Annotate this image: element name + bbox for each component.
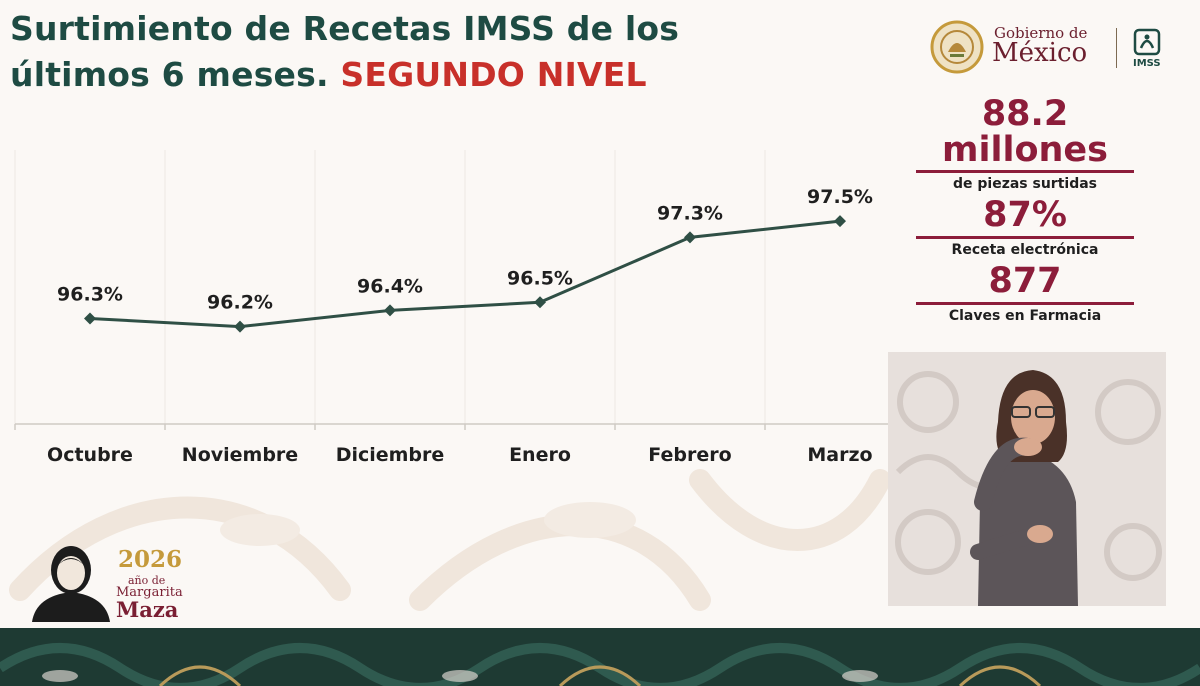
data-label: 96.4% xyxy=(357,275,423,297)
stat-rule xyxy=(916,236,1134,239)
data-point xyxy=(834,215,846,228)
gobierno-label: Gobierno de xyxy=(994,24,1088,42)
stat-label: Claves en Farmacia xyxy=(948,308,1102,324)
stat-label: de piezas surtidas xyxy=(952,176,1097,192)
page-title: Surtimiento de Recetas IMSS de los últim… xyxy=(10,6,679,98)
data-point xyxy=(684,231,696,244)
data-label: 96.2% xyxy=(207,292,273,314)
x-tick-label: Noviembre xyxy=(182,444,298,466)
coat-of-arms-icon xyxy=(930,20,984,74)
line-chart: 96.3% 96.2% 96.4% 96.5% 97.3% 97.5% Octubre Nov… xyxy=(14,150,900,466)
stat-pieces: 88.2 millones de piezas surtidas xyxy=(916,96,1134,192)
stat-value-unit: millones xyxy=(942,130,1108,170)
brand-name-first: Margarita xyxy=(116,585,183,600)
data-label: 97.5% xyxy=(807,186,873,208)
data-label: 96.3% xyxy=(57,284,123,306)
footer-brand: 2026 año de Margarita Maza xyxy=(28,540,198,622)
brand-year: 2026 xyxy=(118,546,183,573)
x-tick-label: Febrero xyxy=(648,444,731,466)
title-line2: últimos 6 meses. xyxy=(10,55,341,94)
stat-receta: 87% Receta electrónica xyxy=(916,196,1134,258)
data-point xyxy=(534,296,546,309)
footer-band xyxy=(0,628,1200,686)
brand-ano: año de xyxy=(128,574,166,587)
title-line1: Surtimiento de Recetas IMSS de los xyxy=(10,9,680,48)
title-highlight: SEGUNDO NIVEL xyxy=(340,55,647,94)
stat-rule xyxy=(916,302,1134,305)
data-label: 97.3% xyxy=(657,202,723,224)
stat-value: 877 xyxy=(988,261,1062,301)
x-tick-label: Diciembre xyxy=(336,444,445,466)
logo-divider xyxy=(1116,28,1117,68)
stat-value: 88.2 xyxy=(981,94,1069,134)
data-point xyxy=(234,320,246,333)
data-label: 96.5% xyxy=(507,267,573,289)
x-tick-label: Marzo xyxy=(807,444,872,466)
mexico-label: México xyxy=(992,38,1088,68)
stat-claves: 877 Claves en Farmacia xyxy=(916,262,1134,324)
x-tick-label: Enero xyxy=(509,444,571,466)
government-logo: Gobierno de México IMSS xyxy=(930,18,1170,78)
stat-value: 87% xyxy=(983,195,1067,235)
brand-name-last: Maza xyxy=(116,597,179,622)
series-line xyxy=(89,219,841,329)
sign-language-interpreter-image xyxy=(888,352,1166,606)
margarita-maza-portrait-icon xyxy=(32,546,110,622)
data-point xyxy=(384,304,396,317)
stat-rule xyxy=(916,170,1134,173)
data-point xyxy=(84,312,96,325)
imss-logo-icon xyxy=(1133,28,1161,56)
imss-label: IMSS xyxy=(1133,58,1161,69)
stat-label: Receta electrónica xyxy=(951,242,1099,258)
stats-panel: 88.2 millones de piezas surtidas 87% Rec… xyxy=(916,96,1134,324)
background-pattern xyxy=(9,469,890,611)
x-tick-label: Octubre xyxy=(47,444,133,466)
